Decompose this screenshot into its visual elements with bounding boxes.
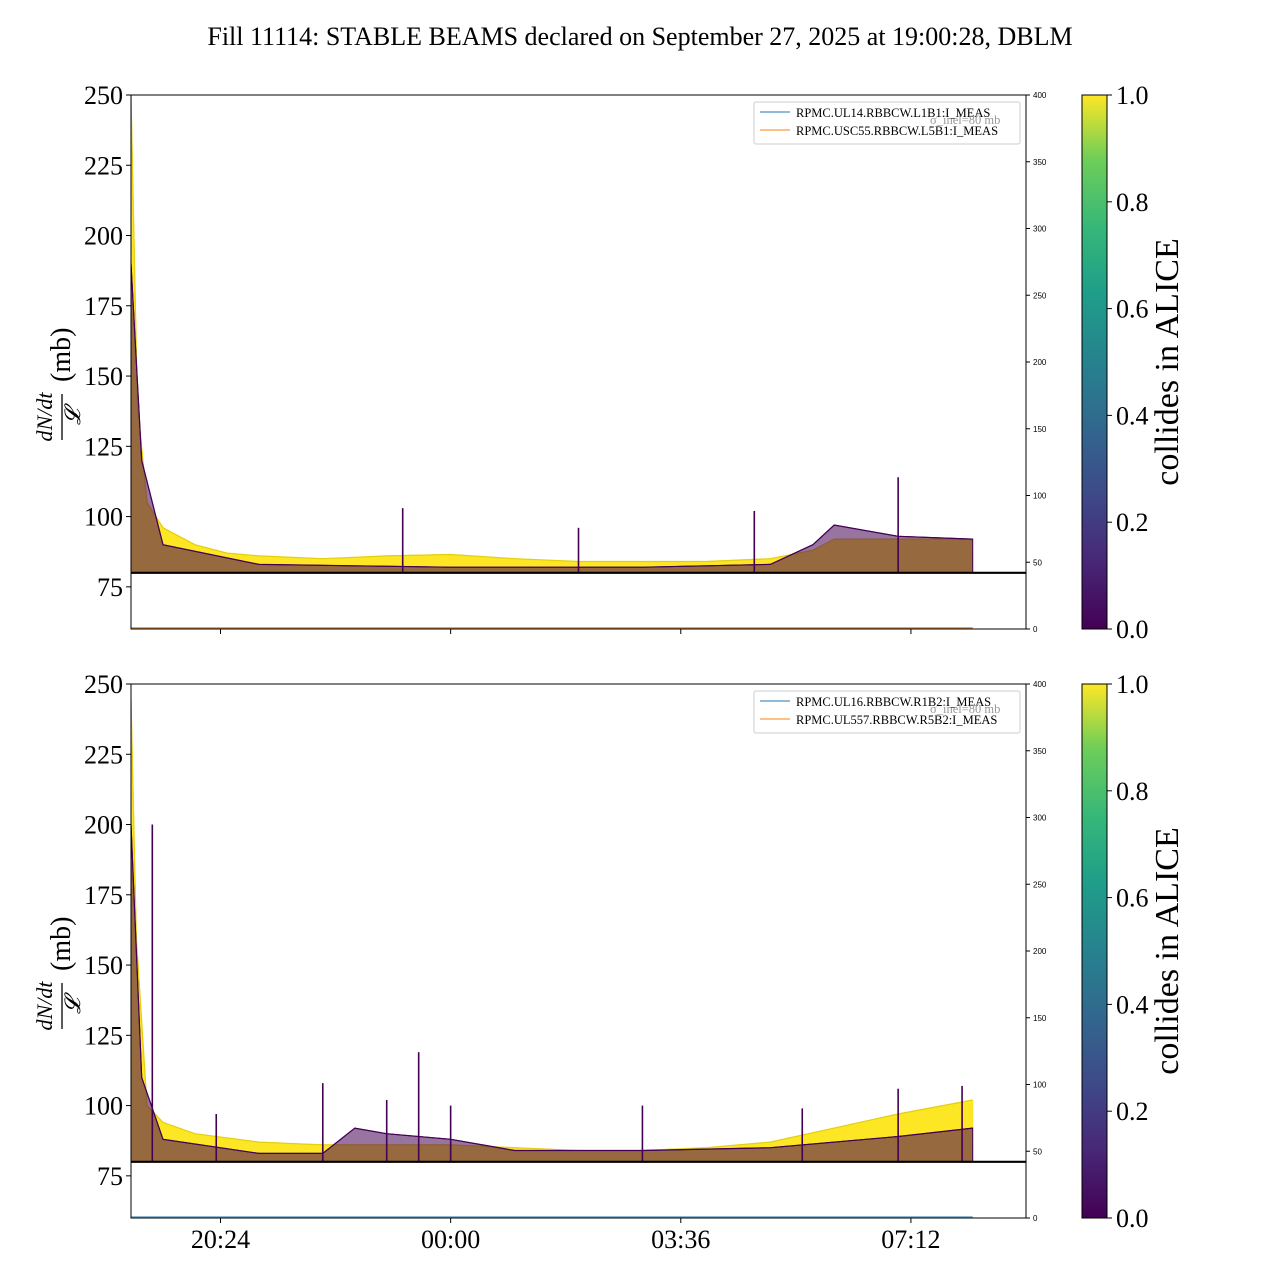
top-colorbar-tick-label: 0.6	[1116, 295, 1149, 324]
top-y-tick-label: 75	[97, 573, 123, 602]
bottom-ylabel-unit: (mb)	[46, 917, 77, 971]
bottom-colorbar-tick-label: 0.6	[1116, 884, 1149, 913]
bottom-y-tick-label: 225	[84, 740, 123, 769]
bottom-x-tick-label: 00:00	[421, 1225, 480, 1254]
bottom-y-tick-label: 250	[84, 670, 123, 699]
top-series-band-1	[131, 263, 974, 574]
top-colorbar-tick-label: 0.0	[1116, 615, 1149, 644]
top-y2-tick-label: 400	[1033, 91, 1047, 100]
bottom-y-axis-label: dN/dt 𝓛 (mb)	[32, 917, 85, 1031]
top-colorbar-tick-label: 0.2	[1116, 508, 1149, 537]
bottom-y2-tick-label: 400	[1033, 680, 1047, 689]
top-y2-tick-label: 0	[1033, 625, 1038, 634]
bottom-x-tick-label: 07:12	[881, 1225, 940, 1254]
top-colorbar-tick-label: 0.4	[1116, 401, 1149, 430]
bottom-colorbar: 0.0 0.2 0.4 0.6 0.8 1.0 collides in ALICE	[1081, 670, 1186, 1233]
bottom-y-tick-label: 75	[97, 1162, 123, 1191]
bottom-legend-entry-2: RPMC.UL557.RBBCW.R5B2:I_MEAS	[796, 713, 997, 727]
bottom-y-tick-label: 200	[84, 811, 123, 840]
top-y-tick-label: 250	[84, 81, 123, 110]
top-ylabel-numerator: dN/dt	[32, 392, 57, 442]
bottom-y2-tick-label: 0	[1033, 1214, 1038, 1223]
top-x-ticks	[220, 629, 912, 634]
bottom-ylabel-numerator: dN/dt	[32, 981, 57, 1031]
bottom-y2-tick-label: 150	[1033, 1014, 1047, 1023]
bottom-y2-tick-label: 250	[1033, 880, 1047, 889]
top-y-tick-label: 100	[84, 503, 123, 532]
top-y-tick-label: 175	[84, 292, 123, 321]
figure-title: Fill 11114: STABLE BEAMS declared on Sep…	[207, 22, 1072, 51]
bottom-y-tick-label: 125	[84, 1021, 123, 1050]
bottom-series-band-1	[131, 824, 974, 1163]
bottom-x-tick-label: 03:36	[651, 1225, 710, 1254]
bottom-y-tick-label: 150	[84, 951, 123, 980]
top-series-line-0	[131, 95, 973, 563]
bottom-legend-entry-1: RPMC.UL16.RBBCW.R1B2:I_MEAS	[796, 695, 991, 709]
top-legend: RPMC.UL14.RBBCW.L1B1:I_MEAS RPMC.USC55.R…	[753, 101, 1021, 145]
bottom-legend: RPMC.UL16.RBBCW.R1B2:I_MEAS RPMC.UL557.R…	[753, 690, 1021, 734]
bottom-colorbar-tick-label: 0.2	[1116, 1097, 1149, 1126]
bottom-y-tick-label: 100	[84, 1092, 123, 1121]
top-series-line-1	[131, 263, 973, 568]
top-ylabel-unit: (mb)	[46, 328, 77, 382]
bottom-y2-tick-label: 350	[1033, 747, 1047, 756]
bottom-legend-note: σ_inel=80 mb	[930, 702, 1000, 716]
bottom-x-tick-label: 20:24	[191, 1225, 250, 1254]
top-y2-tick-label: 100	[1033, 492, 1047, 501]
bottom-series-line-1	[131, 824, 973, 1154]
top-legend-entry-1: RPMC.UL14.RBBCW.L1B1:I_MEAS	[796, 106, 990, 120]
top-colorbar-tick-label: 1.0	[1116, 81, 1149, 110]
bottom-y2-tick-label: 50	[1033, 1147, 1042, 1156]
top-y2-tick-label: 150	[1033, 425, 1047, 434]
top-y2-tick-label: 350	[1033, 158, 1047, 167]
top-colorbar-ticks: 0.0 0.2 0.4 0.6 0.8 1.0	[1107, 81, 1149, 644]
bottom-series-band-0	[131, 698, 974, 1163]
top-colorbar-tick-label: 0.8	[1116, 188, 1149, 217]
bottom-y2-tick-label: 200	[1033, 947, 1047, 956]
top-colorbar-label: collides in ALICE	[1149, 238, 1186, 485]
bottom-y2-tick-label: 300	[1033, 814, 1047, 823]
top-y-tick-label: 150	[84, 362, 123, 391]
bottom-panel: 75 100 125 150 175 200 225 250 0 50 100 150 200 250 3…	[32, 670, 1047, 1254]
top-ylabel-denominator: 𝓛	[60, 403, 85, 425]
bottom-y2-ticks: 0 50 100 150 200 250 300 350 400	[1026, 680, 1047, 1223]
bottom-colorbar-label: collides in ALICE	[1149, 827, 1186, 1074]
top-legend-note: σ_inel=80 mb	[930, 113, 1000, 127]
top-y-axis-label: dN/dt 𝓛 (mb)	[32, 328, 85, 442]
top-y2-tick-label: 250	[1033, 291, 1047, 300]
top-y-tick-label: 125	[84, 432, 123, 461]
top-legend-entry-2: RPMC.USC55.RBBCW.L5B1:I_MEAS	[796, 124, 998, 138]
bottom-colorbar-tick-label: 0.4	[1116, 990, 1149, 1019]
top-panel: 75 100 125 150 175 200 225 250 0 50 100 150 200 250 3…	[32, 81, 1047, 634]
bottom-y-ticks: 75 100 125 150 175 200 225 250	[84, 670, 131, 1191]
bottom-colorbar-tick-label: 1.0	[1116, 670, 1149, 699]
bottom-y2-tick-label: 100	[1033, 1081, 1047, 1090]
bottom-colorbar-tick-label: 0.8	[1116, 777, 1149, 806]
top-y-tick-label: 200	[84, 222, 123, 251]
top-y2-tick-label: 300	[1033, 225, 1047, 234]
top-y2-ticks: 0 50 100 150 200 250 300 350 400	[1026, 91, 1047, 634]
bottom-x-ticks: 20:24 00:00 03:36 07:12	[191, 1218, 941, 1254]
bottom-y-tick-label: 175	[84, 881, 123, 910]
top-series-band-0	[131, 95, 974, 574]
top-y2-tick-label: 200	[1033, 358, 1047, 367]
bottom-colorbar-tick-label: 0.0	[1116, 1204, 1149, 1233]
bottom-plot-area	[131, 698, 974, 1218]
top-y2-tick-label: 50	[1033, 558, 1042, 567]
bottom-colorbar-ticks: 0.0 0.2 0.4 0.6 0.8 1.0	[1107, 670, 1149, 1233]
top-plot-area	[131, 95, 974, 629]
top-colorbar: 0.0 0.2 0.4 0.6 0.8 1.0 collides in ALICE	[1081, 81, 1186, 644]
top-y-ticks: 75 100 125 150 175 200 225 250	[84, 81, 131, 602]
bottom-series-line-0	[131, 698, 973, 1152]
top-y-tick-label: 225	[84, 151, 123, 180]
bottom-ylabel-denominator: 𝓛	[60, 992, 85, 1014]
